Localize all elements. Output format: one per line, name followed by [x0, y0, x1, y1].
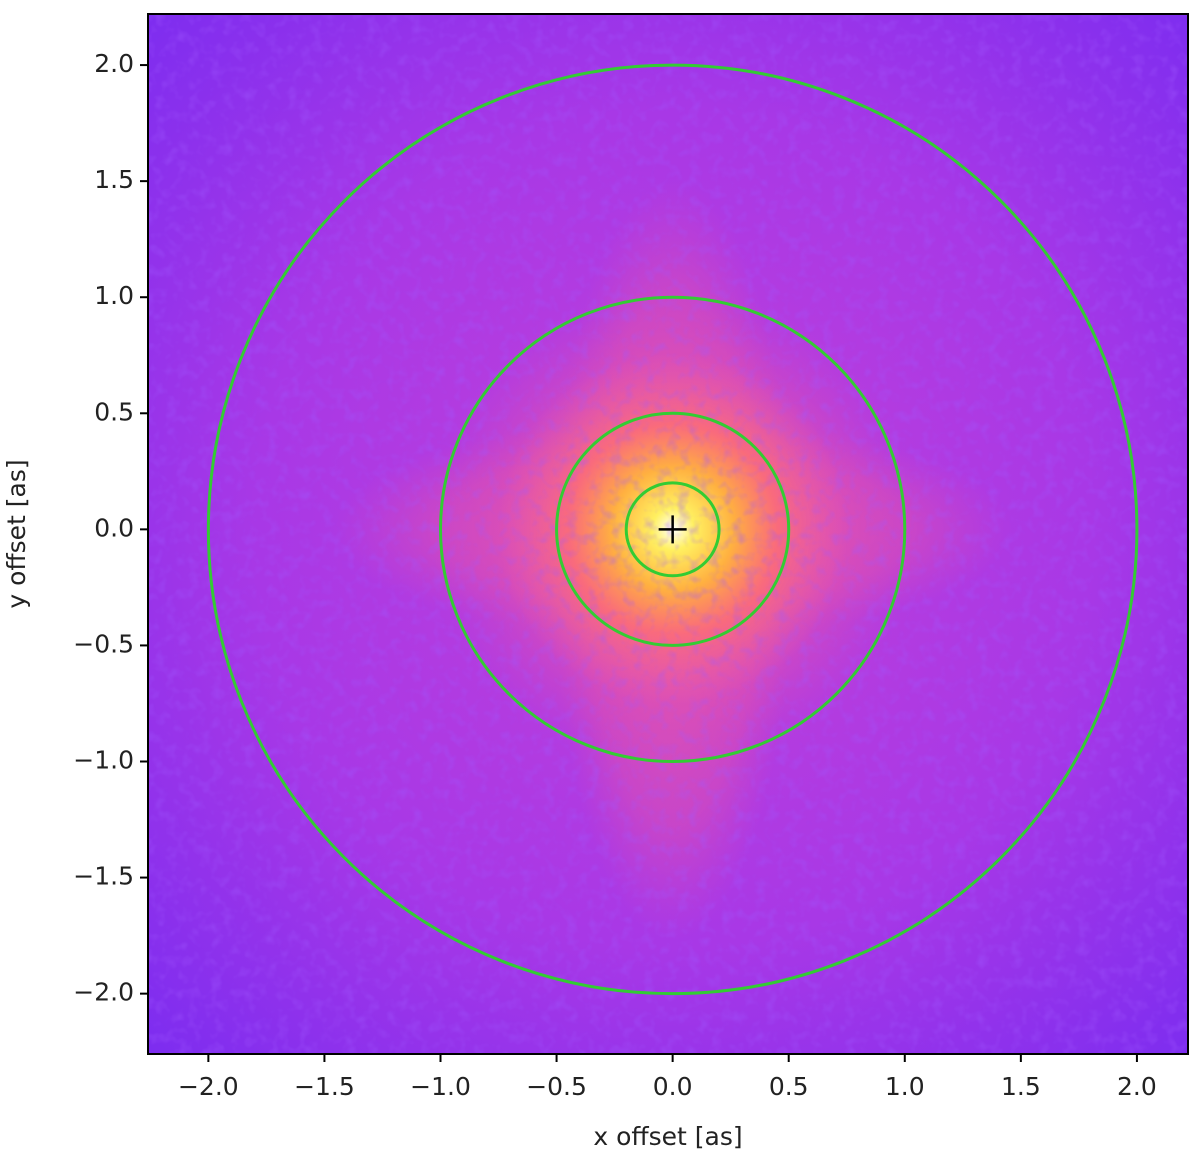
- y-tick-label: 1.0: [94, 281, 134, 310]
- x-tick-label: 1.0: [885, 1072, 925, 1101]
- x-tick-label: −1.5: [294, 1072, 355, 1101]
- center-marker: [658, 515, 687, 544]
- x-tick-label: 1.5: [1001, 1072, 1041, 1101]
- x-tick-label: −0.5: [526, 1072, 587, 1101]
- y-tick-label: −1.0: [73, 746, 134, 775]
- y-tick-label: −1.5: [73, 862, 134, 891]
- aperture-circle: [624, 481, 721, 578]
- y-tick-label: 0.0: [94, 513, 134, 542]
- image: [148, 14, 1188, 1054]
- y-tick-label: 0.5: [94, 397, 134, 426]
- y-tick-label: −2.0: [73, 978, 134, 1007]
- plot-frame: [147, 13, 1189, 1055]
- y-tick-label: 2.0: [94, 49, 134, 78]
- aperture-circle: [206, 63, 1139, 996]
- y-tick-label: 1.5: [94, 165, 134, 194]
- x-tick-label: −2.0: [178, 1072, 239, 1101]
- y-tick-label: −0.5: [73, 629, 134, 658]
- x-tick-label: −1.0: [410, 1072, 471, 1101]
- x-tick-label: 0.5: [769, 1072, 809, 1101]
- x-tick-label: 2.0: [1117, 1072, 1157, 1101]
- y-axis-label: y offset [as]: [2, 459, 31, 608]
- x-tick-label: 0.0: [653, 1072, 693, 1101]
- aperture-circle: [555, 411, 791, 647]
- x-axis-label: x offset [as]: [593, 1122, 742, 1151]
- aperture-circle: [439, 295, 907, 763]
